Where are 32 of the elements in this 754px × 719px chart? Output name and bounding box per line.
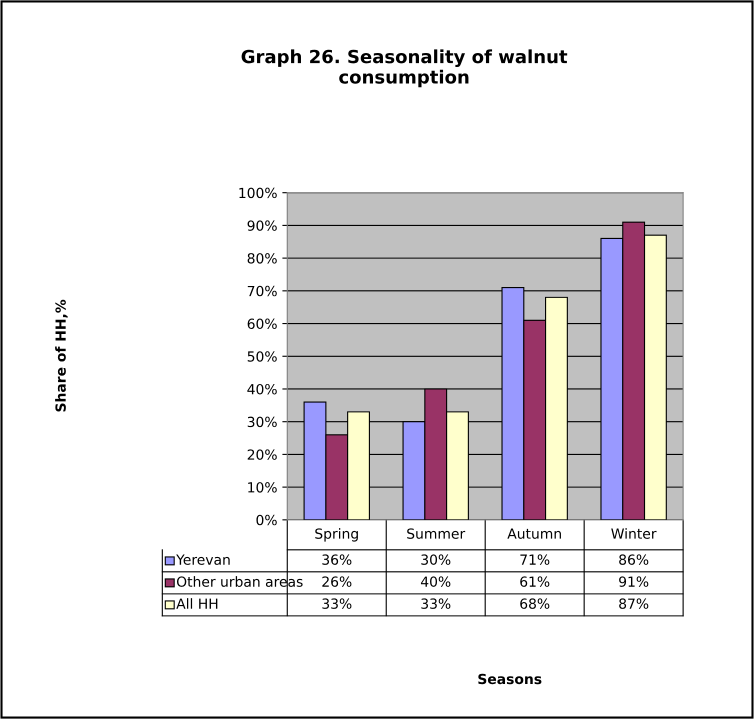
- data-label: 30%: [421, 554, 450, 565]
- y-tick-label: 30%: [248, 416, 277, 428]
- data-label: 26%: [322, 576, 352, 587]
- data-label: 71%: [520, 554, 550, 565]
- data-label: 33%: [421, 598, 450, 609]
- x-tick-label: Spring: [315, 528, 358, 542]
- data-label: 36%: [322, 554, 352, 565]
- y-tick-label: 10%: [248, 482, 277, 493]
- y-tick-label: 50%: [248, 351, 277, 362]
- y-tick-label: 100%: [239, 188, 277, 198]
- legend-label: All HH: [176, 598, 218, 609]
- y-tick-label: 90%: [248, 220, 277, 231]
- data-label: 61%: [520, 576, 550, 587]
- y-tick-label: 20%: [248, 449, 277, 460]
- x-tick-label: Winter: [611, 528, 657, 539]
- legend-label: Yerevan: [176, 554, 230, 565]
- data-label: 86%: [619, 554, 648, 565]
- y-tick-label: 40%: [247, 384, 277, 394]
- data-label: 87%: [619, 598, 648, 609]
- y-tick-label: 80%: [248, 253, 277, 264]
- y-tick-label: 70%: [248, 286, 277, 296]
- y-tick-label: 60%: [248, 318, 277, 330]
- x-tick-label: Summer: [407, 528, 466, 539]
- x-tick-label: Autumn: [507, 528, 561, 539]
- data-label: 33%: [322, 598, 352, 609]
- data-label: 40%: [420, 576, 450, 587]
- chart-title: Graph 26. Seasonality of walnut consumption: [242, 49, 568, 88]
- data-label: 68%: [520, 598, 550, 609]
- text: Share of HH,%: [55, 300, 68, 412]
- data-label: 91%: [619, 576, 648, 587]
- text: Seasons: [478, 674, 542, 684]
- y-tick-label: 0%: [256, 514, 277, 526]
